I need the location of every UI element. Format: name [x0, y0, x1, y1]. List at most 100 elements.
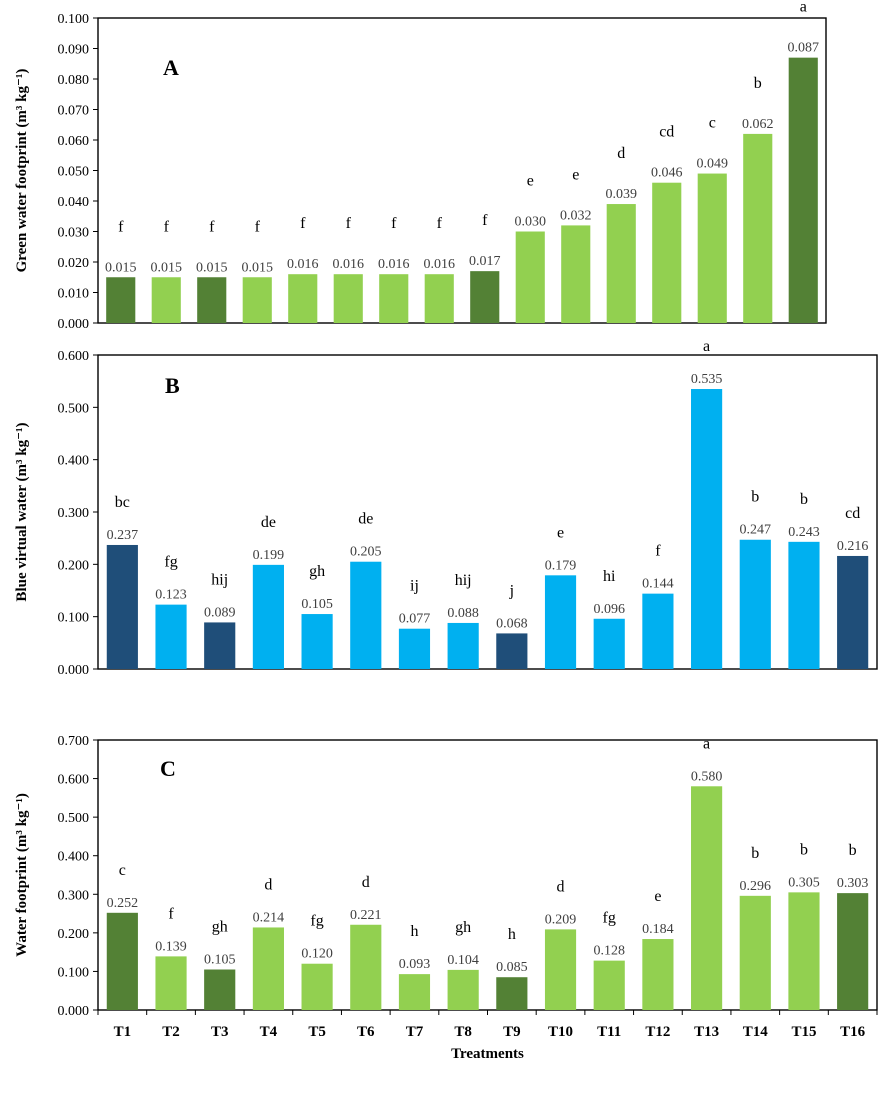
chart-2-bar — [252, 564, 284, 669]
chart-2-y-tick-label: 0.200 — [58, 558, 90, 573]
chart-1-value-label: 0.016 — [287, 257, 319, 272]
chart-2-bar — [593, 618, 625, 669]
chart-3-y-tick-label: 0.200 — [58, 927, 90, 942]
chart-2-significance-letter: hi — [603, 568, 616, 585]
chart-3-value-label: 0.085 — [496, 960, 528, 975]
chart-2-y-axis-label: Blue virtual water (m³ kg⁻¹) — [14, 422, 30, 601]
chart-3-bar — [544, 929, 577, 1010]
chart-3-y-tick-label: 0.600 — [58, 773, 90, 788]
chart-1-y-tick-label: 0.050 — [58, 165, 90, 180]
chart-2-bar — [739, 539, 771, 669]
chart-2-value-label: 0.077 — [399, 612, 431, 627]
chart-1-significance-letter: f — [391, 215, 397, 232]
chart-1-bar — [743, 133, 773, 323]
chart-3-x-axis-label: Treatments — [451, 1046, 524, 1062]
chart-1-value-label: 0.016 — [333, 257, 365, 272]
chart-1-significance-letter: f — [300, 215, 306, 232]
chart-2-value-label: 0.535 — [691, 372, 723, 387]
chart-3-value-label: 0.128 — [593, 944, 625, 959]
chart-3-x-tick-label: T12 — [645, 1024, 670, 1040]
chart-1-y-tick-label: 0.040 — [58, 195, 90, 210]
chart-3-value-label: 0.303 — [837, 876, 869, 891]
chart-3-x-tick-label: T14 — [743, 1024, 769, 1040]
chart-3-bar — [106, 912, 138, 1010]
chart-3-value-label: 0.093 — [399, 957, 431, 972]
chart-3-significance-letter: fg — [603, 910, 616, 927]
chart-2-value-label: 0.105 — [301, 597, 333, 612]
chart-1-value-label: 0.016 — [424, 257, 456, 272]
chart-3-significance-letter: d — [557, 878, 565, 895]
chart-3-x-tick-label: T9 — [503, 1024, 521, 1040]
chart-2-value-label: 0.216 — [837, 539, 869, 554]
chart-1-value-label: 0.015 — [196, 260, 228, 275]
chart-2-bar — [544, 575, 577, 669]
chart-1-bar — [242, 277, 272, 323]
chart-1-bar — [606, 204, 636, 323]
chart-3-significance-letter: fg — [310, 913, 323, 930]
chart-2-significance-letter: cd — [845, 505, 860, 522]
chart-1-y-tick-label: 0.100 — [58, 12, 90, 27]
chart-2-significance-letter: f — [655, 543, 661, 560]
chart-3-x-tick-label: T1 — [114, 1024, 132, 1040]
chart-3-value-label: 0.305 — [788, 875, 820, 890]
chart-3-x-tick-label: T11 — [597, 1024, 621, 1040]
chart-3-significance-letter: b — [800, 841, 808, 858]
chart-1-bar — [379, 274, 409, 323]
chart-2-significance-letter: b — [751, 489, 759, 506]
chart-2-y-tick-label: 0.600 — [58, 349, 90, 364]
chart-3-y-tick-label: 0.100 — [58, 965, 90, 980]
chart-3-significance-letter: h — [508, 926, 516, 943]
chart-3-bar — [350, 924, 382, 1010]
chart-2-significance-letter: a — [703, 338, 710, 355]
chart-1-value-label: 0.049 — [697, 157, 729, 172]
chart-2-y-tick-label: 0.500 — [58, 401, 90, 416]
chart-3-value-label: 0.580 — [691, 769, 723, 784]
chart-3-value-label: 0.104 — [447, 953, 479, 968]
chart-3-bar — [398, 974, 431, 1010]
chart-3-significance-letter: b — [849, 842, 857, 859]
chart-3-y-tick-label: 0.000 — [58, 1004, 90, 1019]
chart-1-significance-letter: e — [527, 173, 534, 190]
chart-2-significance-letter: j — [509, 582, 514, 599]
chart-2-bar — [837, 555, 869, 669]
chart-1-bar — [561, 225, 591, 323]
chart-1-bar — [333, 274, 363, 323]
chart-3-significance-letter: d — [362, 874, 370, 891]
chart-1-bar — [424, 274, 454, 323]
chart-2-significance-letter: de — [261, 514, 276, 531]
chart-1-value-label: 0.062 — [742, 117, 774, 132]
chart-1-bar — [697, 173, 727, 323]
chart-1-bar — [470, 271, 500, 323]
chart-2-value-label: 0.144 — [642, 577, 674, 592]
chart-1-panel-label: A — [163, 55, 179, 80]
chart-2-bar — [642, 593, 674, 669]
chart-2-bar — [301, 614, 333, 669]
chart-3-bar — [691, 786, 723, 1010]
chart-3-x-tick-label: T6 — [357, 1024, 375, 1040]
chart-1-y-tick-label: 0.090 — [58, 43, 90, 58]
chart-2-significance-letter: e — [557, 524, 564, 541]
chart-1-significance-letter: f — [482, 212, 488, 229]
chart-3-value-label: 0.139 — [155, 939, 187, 954]
chart-1-value-label: 0.015 — [151, 260, 183, 275]
chart-2-bar — [398, 628, 431, 669]
chart-3-bar — [252, 927, 284, 1010]
chart-1-value-label: 0.017 — [469, 254, 501, 269]
chart-3-x-tick-label: T15 — [791, 1024, 816, 1040]
chart-2-significance-letter: gh — [309, 563, 325, 580]
chart-3-bar — [837, 893, 869, 1010]
chart-1-value-label: 0.016 — [378, 257, 410, 272]
chart-3-panel-label: C — [160, 756, 176, 781]
chart-3-significance-letter: a — [703, 735, 710, 752]
chart-1-bar — [788, 57, 818, 324]
chart-1-y-tick-label: 0.020 — [58, 256, 90, 271]
chart-2-significance-letter: de — [358, 511, 373, 528]
chart-1-bar — [151, 277, 181, 323]
chart-2-value-label: 0.199 — [253, 548, 285, 563]
chart-1-value-label: 0.032 — [560, 208, 592, 223]
chart-1-y-tick-label: 0.030 — [58, 226, 90, 241]
chart-1-value-label: 0.015 — [242, 260, 274, 275]
chart-2-value-label: 0.123 — [155, 588, 187, 603]
chart-3-x-tick-label: T13 — [694, 1024, 719, 1040]
